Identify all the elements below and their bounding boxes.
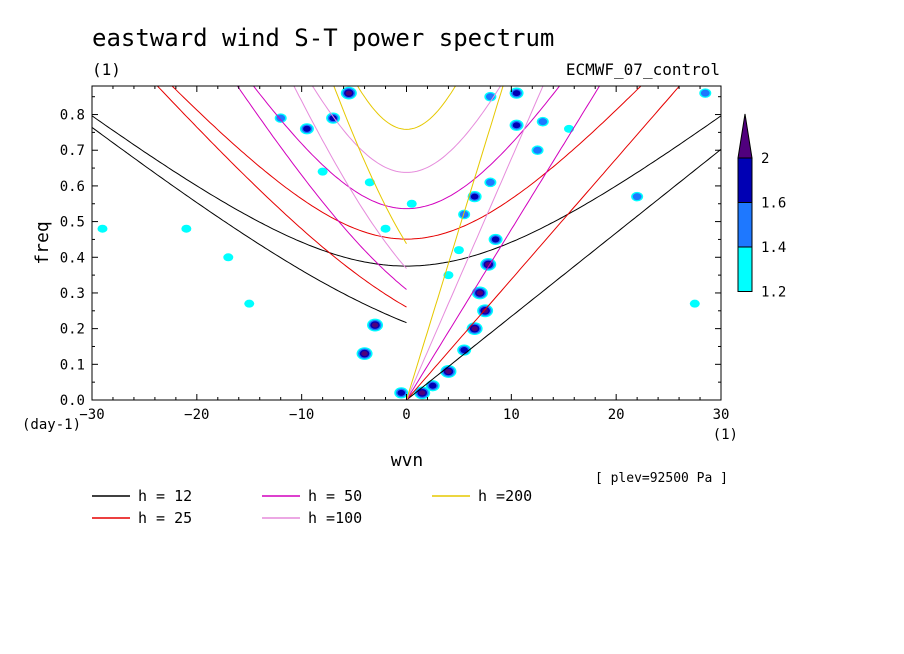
chart-title: eastward wind S-T power spectrum <box>92 24 554 52</box>
dispersion-curve-mrg-2 <box>236 86 407 290</box>
y-tick-label: 0.0 <box>60 393 85 409</box>
y-axis-ticks: 0.0 0.1 0.2 0.3 0.4 0.5 0.6 0.7 0.8 <box>60 96 721 409</box>
colorbar-label: 1.2 <box>761 285 786 301</box>
dispersion-curve-mrg-3 <box>293 86 407 269</box>
spectrum-blob-20-level-1 <box>533 146 542 154</box>
spectrum-blob-33-level-0 <box>97 224 108 233</box>
dispersion-curves <box>92 86 721 400</box>
x-tick-label: −10 <box>289 407 314 423</box>
x-tick-label: −30 <box>79 407 104 423</box>
spectrum-blob-35-level-0 <box>380 224 391 233</box>
spectrum-blob-29-level-0 <box>689 299 700 308</box>
spectrum-blob-15-level-1 <box>276 114 286 122</box>
dispersion-curve-kelvin-4 <box>406 86 504 400</box>
spectrum-blob-2-level-3 <box>485 261 492 267</box>
x-tick-label: −20 <box>184 407 209 423</box>
spectrum-blob-7-level-2 <box>428 382 437 389</box>
spectrum-blob-3-level-2 <box>491 236 500 243</box>
spectrum-blob-12-level-3 <box>345 90 353 96</box>
spectrum-blob-37-level-0 <box>406 199 417 208</box>
dispersion-curve-kelvin-3 <box>406 86 544 400</box>
colorbar-label: 1.6 <box>761 196 786 212</box>
x-axis-ticks: −30 −20 −10 0 10 20 30 <box>79 86 729 423</box>
spectrum-blob-9-level-2 <box>397 389 406 396</box>
dispersion-curve-mrg-4 <box>333 86 407 245</box>
dispersion-curve-ig-3 <box>311 86 502 173</box>
spectrum-blob-34-level-0 <box>317 167 328 176</box>
spectrum-blob-17-level-1 <box>485 178 495 186</box>
legend-label: h = 50 <box>308 487 362 505</box>
colorbar-segment <box>737 157 753 203</box>
spectrum-blob-36-level-0 <box>364 178 375 187</box>
y-tick-label: 0.5 <box>60 215 85 231</box>
chart-subtitle-left: (1) <box>92 60 121 79</box>
dispersion-curve-ig-2 <box>252 86 561 210</box>
x-tick-label: 0 <box>402 407 410 423</box>
spectrum-blob-18-level-2 <box>512 122 521 129</box>
spectrum-blob-27-level-1 <box>632 193 642 201</box>
plev-annotation: [ plev=92500 Pa ] <box>595 471 728 486</box>
y-tick-label: 0.7 <box>60 143 85 159</box>
y-tick-label: 0.2 <box>60 322 85 338</box>
y-tick-label: 0.6 <box>60 179 85 195</box>
spectrum-contour-fills <box>97 86 712 400</box>
legend-label: h = 12 <box>138 487 192 505</box>
y-tick-label: 0.1 <box>60 357 85 373</box>
dispersion-curve-ig-1 <box>171 86 642 240</box>
y-tick-label: 0.3 <box>60 286 85 302</box>
colorbar: 1.2 1.4 1.6 2 <box>737 113 786 301</box>
y-axis-unit: (day-1) <box>22 417 81 433</box>
spectrum-blob-26-level-0 <box>563 124 574 133</box>
spectrum-blob-31-level-0 <box>223 253 234 262</box>
legend-label: h =100 <box>308 509 362 527</box>
colorbar-segment <box>737 202 753 248</box>
dispersion-curve-kelvin-0 <box>406 148 721 400</box>
x-tick-label: 10 <box>503 407 520 423</box>
dispersion-curve-mrg-0 <box>92 126 407 324</box>
x-axis-unit: (1) <box>713 427 738 443</box>
colorbar-segment <box>737 246 753 292</box>
legend: h = 12 h = 25 h = 50 h =100 h =200 <box>92 487 532 527</box>
spectrum-blob-11-level-3 <box>371 322 379 328</box>
chart-subtitle-right: ECMWF_07_control <box>566 60 720 79</box>
colorbar-label: 2 <box>761 151 769 167</box>
dispersion-curve-ig-0 <box>92 115 721 267</box>
spectrum-blob-6-level-3 <box>445 368 452 375</box>
spectrum-blob-14-level-2 <box>303 125 311 132</box>
x-axis-label: wvn <box>391 450 424 471</box>
colorbar-label: 1.4 <box>761 240 786 256</box>
x-tick-label: 30 <box>713 407 730 423</box>
y-tick-label: 0.4 <box>60 250 85 266</box>
dispersion-curve-kelvin-1 <box>406 86 681 400</box>
spectrum-blob-5-level-2 <box>460 347 468 354</box>
dispersion-curve-kelvin-2 <box>406 86 601 400</box>
spectrum-blob-4-level-3 <box>471 326 478 332</box>
y-tick-label: 0.8 <box>60 108 85 124</box>
spectrum-blob-28-level-1 <box>700 89 710 97</box>
dispersion-curve-ig-4 <box>356 86 457 130</box>
spectrum-blob-25-level-0 <box>453 246 464 255</box>
legend-label: h = 25 <box>138 509 192 527</box>
dispersion-curve-mrg-1 <box>156 86 407 308</box>
spectrum-blob-10-level-3 <box>361 351 368 357</box>
spectrum-blob-16-level-2 <box>470 193 479 200</box>
y-axis-label: freq <box>32 221 53 264</box>
spectrum-blob-1-level-3 <box>476 290 484 296</box>
legend-label: h =200 <box>478 487 532 505</box>
spectrum-blob-23-level-1 <box>459 210 469 218</box>
x-tick-label: 20 <box>608 407 625 423</box>
spectrum-blob-32-level-0 <box>181 224 192 233</box>
colorbar-arrow <box>737 113 753 159</box>
spectrum-blob-30-level-0 <box>244 299 255 308</box>
spectrum-blob-19-level-1 <box>538 118 548 126</box>
spectrum-blob-8-level-3 <box>419 390 426 396</box>
spectrum-blob-21-level-2 <box>512 90 521 97</box>
